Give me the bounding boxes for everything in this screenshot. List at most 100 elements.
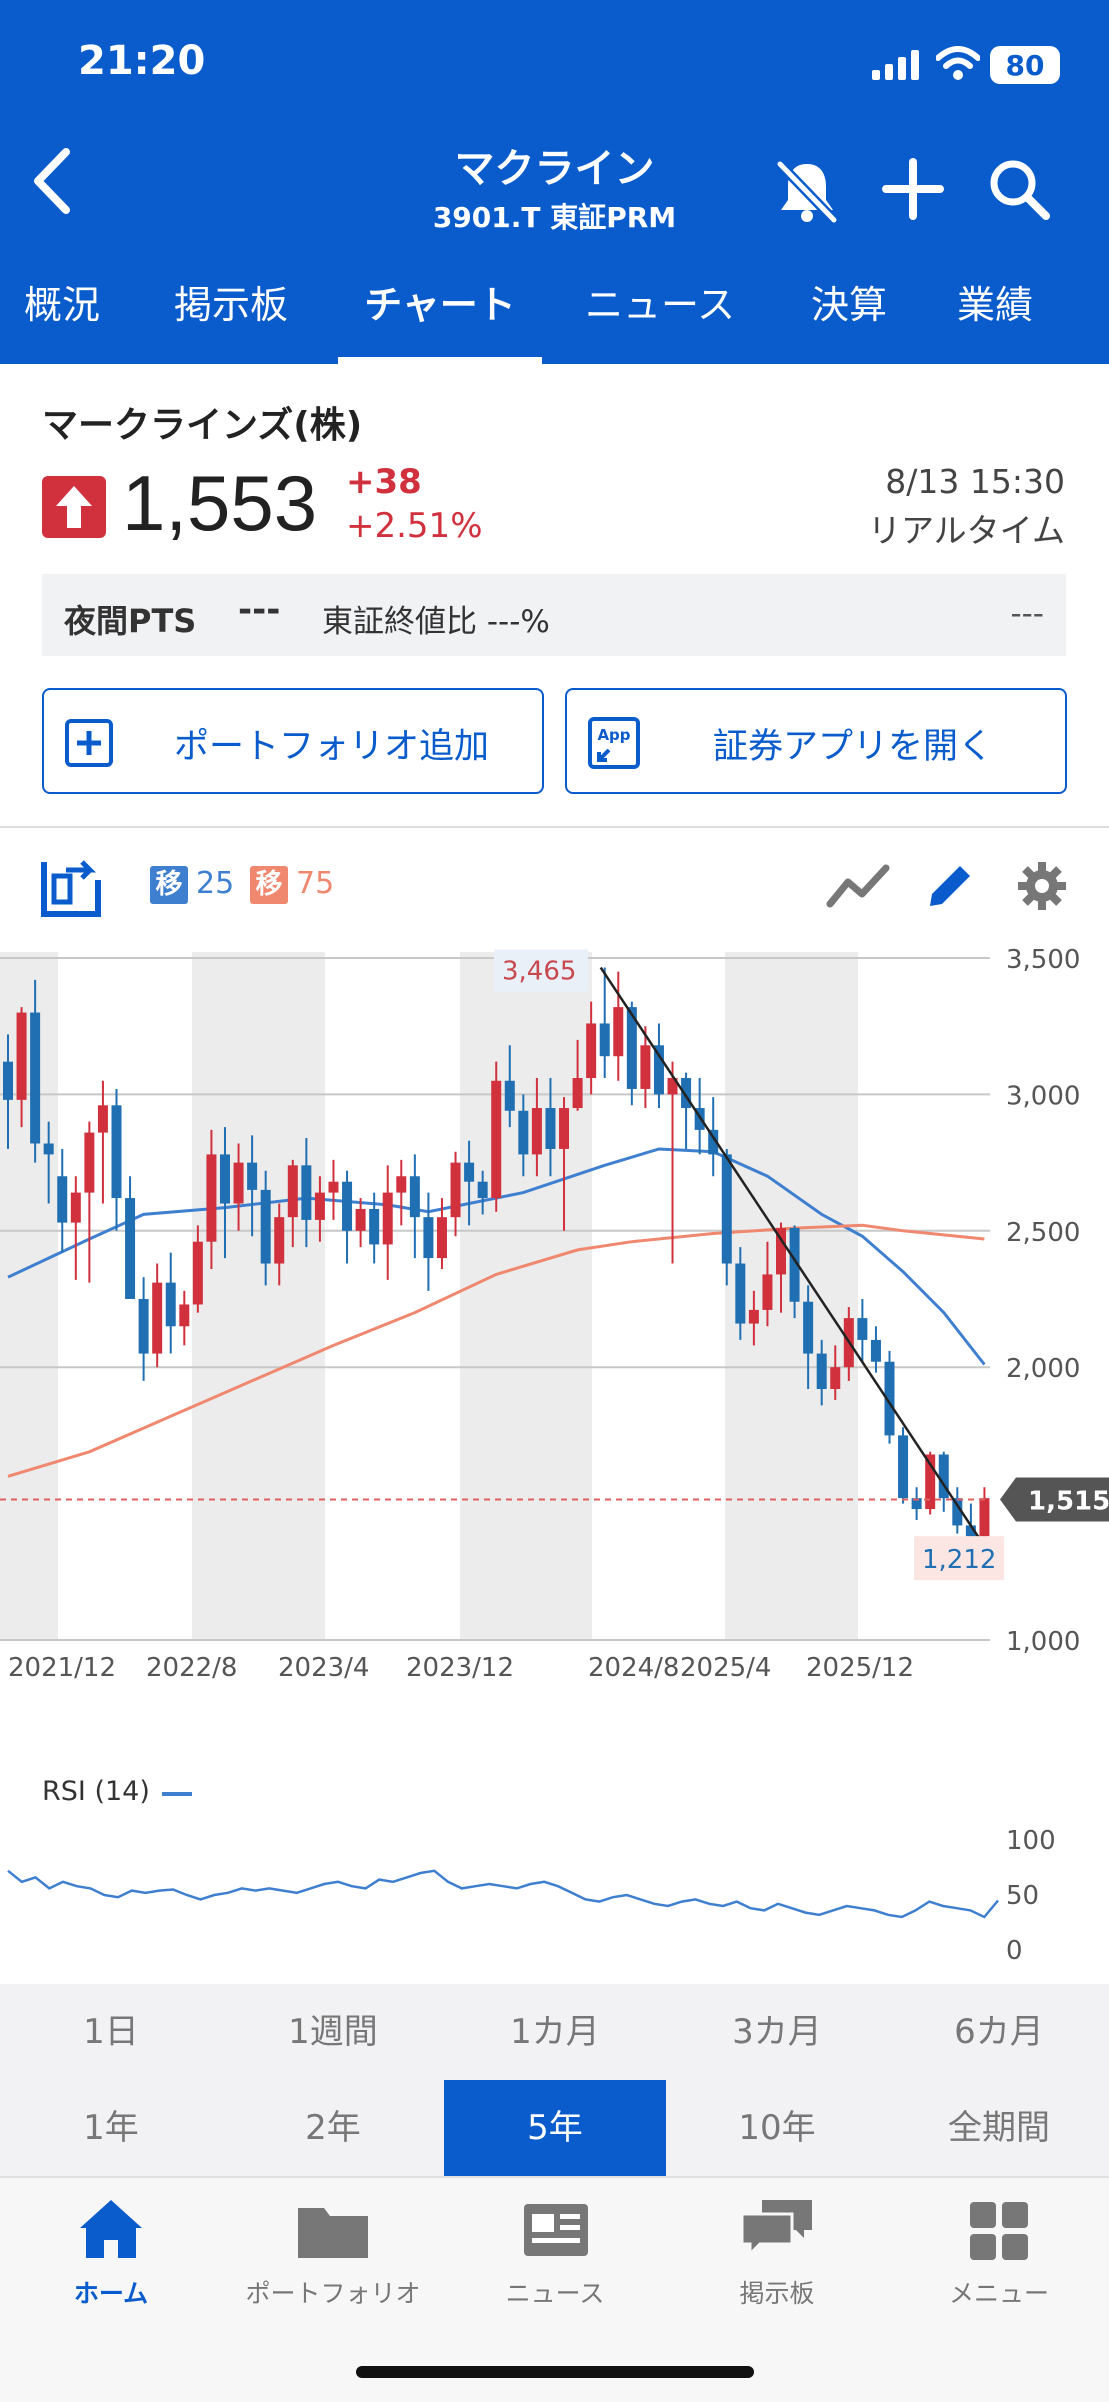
home-indicator <box>356 2366 754 2378</box>
high-annotation: 3,465 <box>502 957 576 987</box>
candle-body <box>870 1339 881 1362</box>
candle-body <box>545 1108 556 1149</box>
pencil-icon[interactable] <box>922 858 978 914</box>
candlestick-chart[interactable]: 3,500 3,000 2,500 2,000 1,000 2021/12 2022/8 20… <box>0 940 1109 1700</box>
ma75-value: 75 <box>296 866 335 901</box>
candle-body <box>599 1023 610 1057</box>
candle-body <box>165 1282 176 1327</box>
period-1y[interactable]: 1年 <box>83 2108 139 2148</box>
candle-body <box>979 1498 990 1537</box>
period-3m[interactable]: 3カ月 <box>732 2012 822 2052</box>
ma25-badge: 移 <box>150 866 188 904</box>
candle-body <box>355 1208 366 1231</box>
y-tick-label: 3,500 <box>1006 945 1080 975</box>
candle-body <box>572 1078 583 1109</box>
x-tick-label: 2021/12 <box>8 1653 116 1683</box>
candle-body <box>247 1162 258 1190</box>
pts-change: --- <box>1010 596 1044 632</box>
candle-body <box>965 1525 976 1537</box>
stock-title: マクライン <box>454 146 655 192</box>
folder-icon <box>298 2208 368 2258</box>
pts-value: --- <box>238 590 281 630</box>
candle-body <box>803 1301 814 1354</box>
period-band <box>192 952 325 1640</box>
period-1m[interactable]: 1カ月 <box>510 2012 600 2052</box>
x-tick-label: 2025/12 <box>806 1653 914 1683</box>
last-price-label: 1,515 <box>1028 1487 1109 1517</box>
clipboard-icon[interactable] <box>36 856 108 920</box>
candle-body <box>138 1299 149 1354</box>
period-6m[interactable]: 6カ月 <box>954 2012 1044 2052</box>
price-up-badge <box>42 476 106 538</box>
candle-body <box>30 1012 41 1144</box>
tab-earnings[interactable]: 決算 <box>810 283 887 327</box>
period-1d[interactable]: 1日 <box>83 2012 139 2052</box>
candle-body <box>721 1154 732 1264</box>
candle-body <box>952 1498 963 1526</box>
candle-body <box>626 1007 637 1089</box>
candle-body <box>423 1217 434 1259</box>
tab-performance[interactable]: 業績 <box>956 283 1033 327</box>
add-box-icon <box>65 719 113 767</box>
candle-body <box>559 1108 570 1149</box>
home-icon <box>80 2200 142 2258</box>
candle-body <box>735 1263 746 1324</box>
rsi-legend-line <box>162 1792 192 1796</box>
period-5y[interactable]: 5年 <box>444 2080 666 2176</box>
status-time: 21:20 <box>78 38 206 84</box>
add-portfolio-button[interactable]: ポートフォリオ追加 <box>42 688 544 794</box>
low-annotation-bg <box>914 1536 1004 1581</box>
candle-body <box>681 1078 692 1109</box>
nav-board-label: 掲示板 <box>739 2279 815 2308</box>
candle-body <box>748 1309 759 1324</box>
x-tick-label: 2024/8 <box>588 1653 679 1683</box>
candle-body <box>884 1361 895 1436</box>
open-securities-app-button[interactable]: App 証券アプリを開く <box>565 688 1067 794</box>
tab-overview[interactable]: 概況 <box>23 283 100 327</box>
candle-body <box>531 1108 542 1155</box>
tab-board[interactable]: 掲示板 <box>173 283 288 327</box>
candle-body <box>667 1078 678 1095</box>
candle-body <box>111 1105 122 1199</box>
candle-body <box>396 1176 407 1193</box>
candle-body <box>274 1217 285 1264</box>
candle-body <box>857 1318 868 1340</box>
y-tick-label: 3,000 <box>1006 1081 1080 1111</box>
nav-home-label: ホーム <box>73 2279 149 2308</box>
add-icon[interactable] <box>880 156 946 222</box>
trendline-icon[interactable] <box>826 862 890 912</box>
nav-portfolio-label: ポートフォリオ <box>245 2279 421 2308</box>
tab-news[interactable]: ニュース <box>584 283 736 327</box>
candle-body <box>97 1105 108 1133</box>
current-price: 1,553 <box>122 459 318 547</box>
back-chevron-icon[interactable] <box>30 146 74 216</box>
ma25-value: 25 <box>196 866 235 901</box>
x-tick-label: 2023/12 <box>406 1653 514 1683</box>
gear-icon[interactable] <box>1014 858 1070 914</box>
candle-body <box>314 1192 325 1220</box>
candle-body <box>436 1217 447 1259</box>
candle-body <box>219 1154 230 1204</box>
quote-datetime: 8/13 15:30 <box>885 462 1065 501</box>
period-2y[interactable]: 2年 <box>305 2108 361 2148</box>
rsi-line <box>7 1869 999 1919</box>
candle-body <box>504 1080 515 1111</box>
last-price-tag <box>1000 1477 1109 1522</box>
add-portfolio-label: ポートフォリオ追加 <box>174 727 490 767</box>
arrow-up-icon <box>56 486 92 528</box>
period-all[interactable]: 全期間 <box>948 2108 1050 2148</box>
candle-body <box>260 1189 271 1264</box>
nav-news-label: ニュース <box>505 2279 605 2308</box>
rsi-tick-label: 100 <box>1006 1826 1056 1856</box>
candle-body <box>57 1176 68 1223</box>
app-header: 21:20 80 マクライン 3901.T 東証PRM 概況 掲示板 チャート … <box>0 0 1109 364</box>
bell-off-icon[interactable] <box>774 158 840 224</box>
period-1w[interactable]: 1週間 <box>288 2012 378 2052</box>
search-icon[interactable] <box>986 156 1052 222</box>
x-tick-label: 2022/8 <box>146 1653 237 1683</box>
low-annotation: 1,212 <box>922 1545 996 1575</box>
candle-body <box>708 1129 719 1155</box>
period-10y[interactable]: 10年 <box>738 2108 816 2148</box>
pts-bar: 夜間PTS --- 東証終値比 ---% --- <box>42 574 1066 656</box>
tab-chart[interactable]: チャート <box>338 270 542 364</box>
